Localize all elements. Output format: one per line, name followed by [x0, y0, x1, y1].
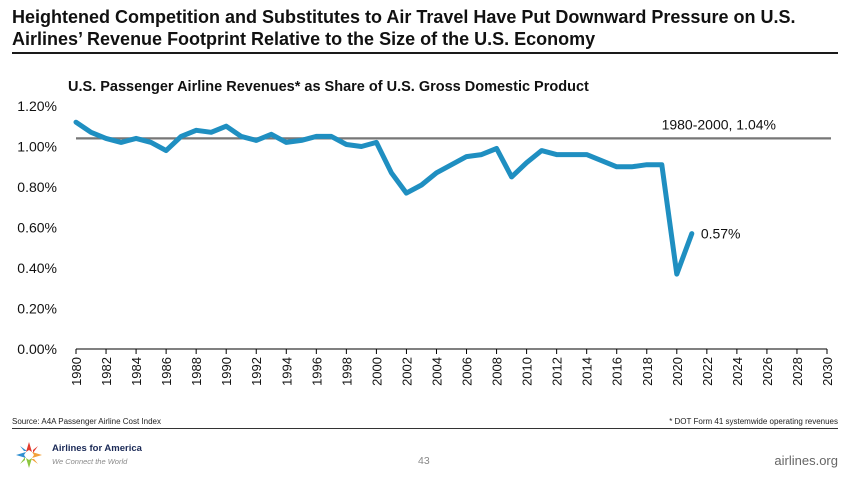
y-tick-label: 0.40% [17, 260, 57, 276]
end-value-label: 0.57% [701, 226, 741, 242]
x-tick-label: 1988 [189, 357, 204, 386]
x-tick-label: 1994 [279, 357, 294, 386]
page-number: 43 [418, 455, 430, 467]
header-rule [12, 52, 838, 54]
chart-title: U.S. Passenger Airline Revenues* as Shar… [68, 79, 589, 95]
x-tick-label: 2020 [670, 357, 685, 386]
x-tick-label: 1982 [99, 357, 114, 386]
plane-star-logo-icon [16, 442, 42, 468]
x-tick-label: 1996 [309, 357, 324, 386]
x-tick-label: 2002 [399, 357, 414, 386]
x-tick-label: 2028 [790, 357, 805, 386]
slide-headline: Heightened Competition and Substitutes t… [12, 7, 796, 49]
x-tick-label: 1984 [129, 357, 144, 386]
a4a-logo: Airlines for America We Connect the Worl… [12, 436, 172, 474]
x-tick-label: 2000 [369, 357, 384, 386]
footer-rule [12, 428, 838, 429]
logo-name: Airlines for America [52, 443, 142, 454]
x-tick-label: 2026 [760, 357, 775, 386]
x-tick-label: 1990 [219, 357, 234, 386]
x-tick-label: 1992 [249, 357, 264, 386]
footnote: * DOT Form 41 systemwide operating reven… [669, 417, 838, 426]
x-tick-label: 2018 [640, 357, 655, 386]
y-axis-ticks: 0.00% 0.20% 0.40% 0.60% 0.80% 1.00% 1.20% [17, 98, 57, 357]
x-tick-label: 2006 [460, 357, 475, 386]
y-tick-label: 1.00% [17, 139, 57, 155]
x-tick-label: 2024 [730, 357, 745, 386]
website-link[interactable]: airlines.org [774, 453, 838, 468]
x-tick-label: 1980 [69, 357, 84, 386]
source-note: Source: A4A Passenger Airline Cost Index [12, 417, 161, 426]
y-tick-label: 1.20% [17, 98, 57, 114]
x-tick-label: 1998 [339, 357, 354, 386]
x-axis-ticks: 1980 1982 1984 1986 1988 1990 1992 1994 1996 1998… [69, 349, 835, 386]
x-tick-label: 2016 [610, 357, 625, 386]
x-tick-label: 1986 [159, 357, 174, 386]
reference-label: 1980-2000, 1.04% [662, 116, 776, 132]
x-tick-label: 2012 [550, 357, 565, 386]
y-tick-label: 0.00% [17, 341, 57, 357]
x-tick-label: 2022 [700, 357, 715, 386]
x-tick-label: 2030 [820, 357, 835, 386]
line-chart: 0.00% 0.20% 0.40% 0.60% 0.80% 1.00% 1.20% 1980… [17, 98, 835, 386]
x-tick-label: 2014 [580, 357, 595, 386]
x-tick-label: 2008 [490, 357, 505, 386]
x-tick-label: 2004 [429, 357, 444, 386]
x-tick-label: 2010 [520, 357, 535, 386]
y-tick-label: 0.20% [17, 301, 57, 317]
series-line [73, 119, 695, 277]
y-tick-label: 0.80% [17, 179, 57, 195]
y-tick-label: 0.60% [17, 220, 57, 236]
logo-tagline: We Connect the World [52, 457, 128, 466]
